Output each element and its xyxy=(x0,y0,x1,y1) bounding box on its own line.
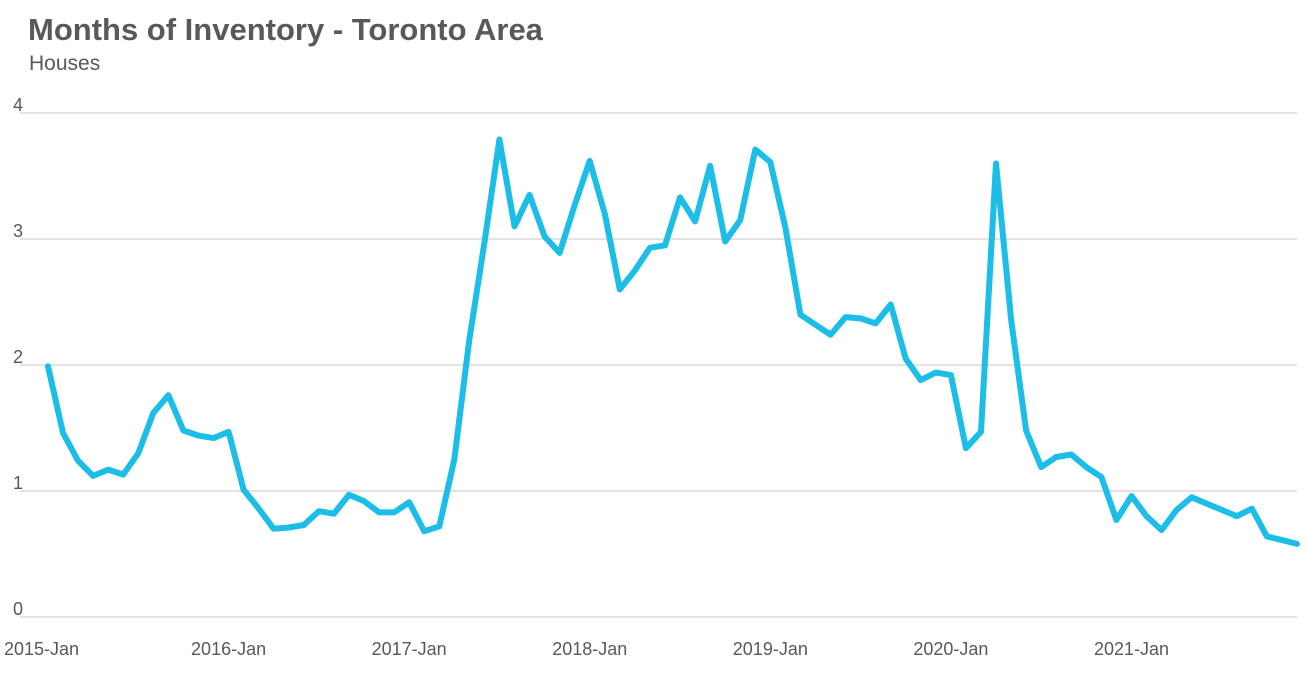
y-axis-labels: 0 1 2 3 4 xyxy=(13,95,23,619)
series-layer xyxy=(45,136,1300,547)
x-tick-label: 2021-Jan xyxy=(1094,639,1169,659)
chart-title: Months of Inventory - Toronto Area xyxy=(28,12,543,47)
x-tick-label: 2016-Jan xyxy=(191,639,266,659)
y-tick-label: 4 xyxy=(13,95,23,115)
x-tick-label: 2018-Jan xyxy=(552,639,627,659)
x-tick-label: 2017-Jan xyxy=(372,639,447,659)
y-tick-label: 3 xyxy=(13,221,23,241)
y-tick-label: 0 xyxy=(13,599,23,619)
x-axis-labels: 2015-Jan 2016-Jan 2017-Jan 2018-Jan 2019-Jan… xyxy=(4,639,1169,659)
x-tick-label: 2019-Jan xyxy=(733,639,808,659)
y-tick-label: 1 xyxy=(13,473,23,493)
grid-lines xyxy=(20,112,1297,618)
x-tick-label: 2015-Jan xyxy=(4,639,79,659)
y-tick-label: 2 xyxy=(13,347,23,367)
chart-subtitle: Houses xyxy=(29,52,101,75)
series-line xyxy=(45,136,1300,547)
x-tick-label: 2020-Jan xyxy=(913,639,988,659)
